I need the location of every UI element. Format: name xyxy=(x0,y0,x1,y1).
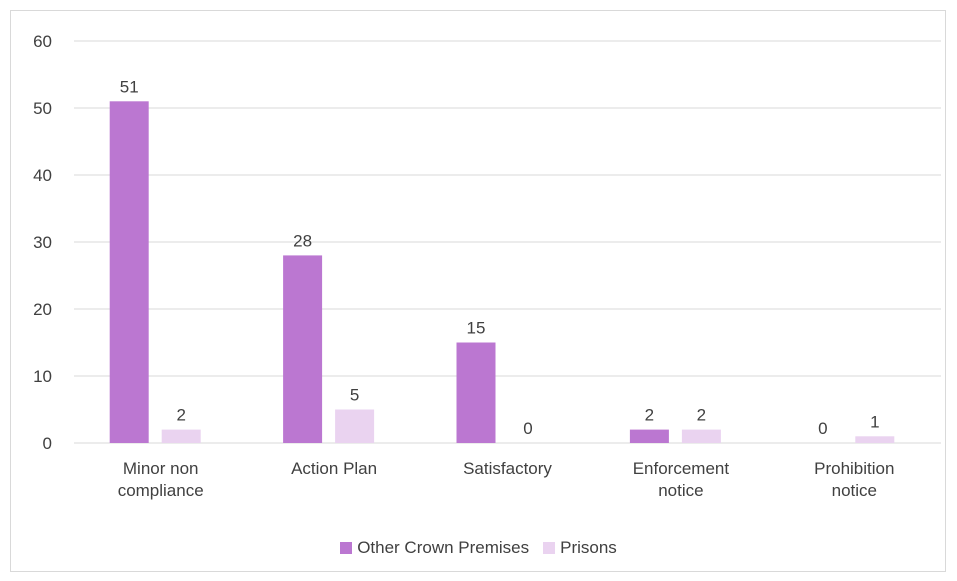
bar-other-crown-premises xyxy=(456,342,496,443)
data-label: 5 xyxy=(350,386,359,405)
x-tick-label: Minor non compliance xyxy=(118,459,204,500)
legend-label: Other Crown Premises xyxy=(357,538,530,557)
data-label: 2 xyxy=(697,406,706,425)
gridlines xyxy=(74,40,941,444)
data-label: 28 xyxy=(293,231,312,250)
bar-other-crown-premises xyxy=(109,101,149,444)
data-label: 1 xyxy=(870,412,879,431)
bar-prisons xyxy=(335,409,375,443)
data-label: 0 xyxy=(818,419,827,438)
bar-prisons xyxy=(855,436,895,443)
bar-other-crown-premises xyxy=(283,255,323,443)
bar-prisons xyxy=(161,429,201,443)
x-tick-label: Action Plan xyxy=(291,459,377,478)
x-axis-ticks: Minor non compliance Action Plan Satisfacto… xyxy=(118,459,895,500)
x-tick-label: Prohibition notice xyxy=(814,459,894,500)
y-tick-label: 30 xyxy=(33,233,52,252)
data-label: 51 xyxy=(120,77,139,96)
y-tick-label: 20 xyxy=(33,300,52,319)
legend-item-series-1: Prisons xyxy=(543,538,617,558)
data-label: 0 xyxy=(523,419,532,438)
data-label: 2 xyxy=(645,406,654,425)
x-tick-label: Satisfactory xyxy=(463,459,552,478)
legend-label: Prisons xyxy=(560,538,617,557)
data-labels: 51 2 28 5 15 0 2 2 0 1 xyxy=(120,77,880,438)
data-label: 2 xyxy=(176,406,185,425)
y-tick-label: 60 xyxy=(33,32,52,51)
y-tick-label: 50 xyxy=(33,99,52,118)
y-axis-ticks: 0 10 20 30 40 50 60 xyxy=(33,32,52,453)
x-tick-label: Enforcement notice xyxy=(633,459,730,500)
legend-item-series-0: Other Crown Premises xyxy=(340,538,529,558)
data-label: 15 xyxy=(467,319,486,338)
chart-frame xyxy=(10,10,946,572)
legend-swatch xyxy=(543,542,556,554)
bars xyxy=(109,101,895,444)
bar-other-crown-premises xyxy=(629,429,669,443)
y-tick-label: 40 xyxy=(33,166,52,185)
y-tick-label: 10 xyxy=(33,367,52,386)
legend: Other Crown Premises Prisons xyxy=(0,538,957,558)
bar-prisons xyxy=(681,429,721,443)
y-tick-label: 0 xyxy=(43,434,52,453)
legend-swatch xyxy=(340,542,353,554)
